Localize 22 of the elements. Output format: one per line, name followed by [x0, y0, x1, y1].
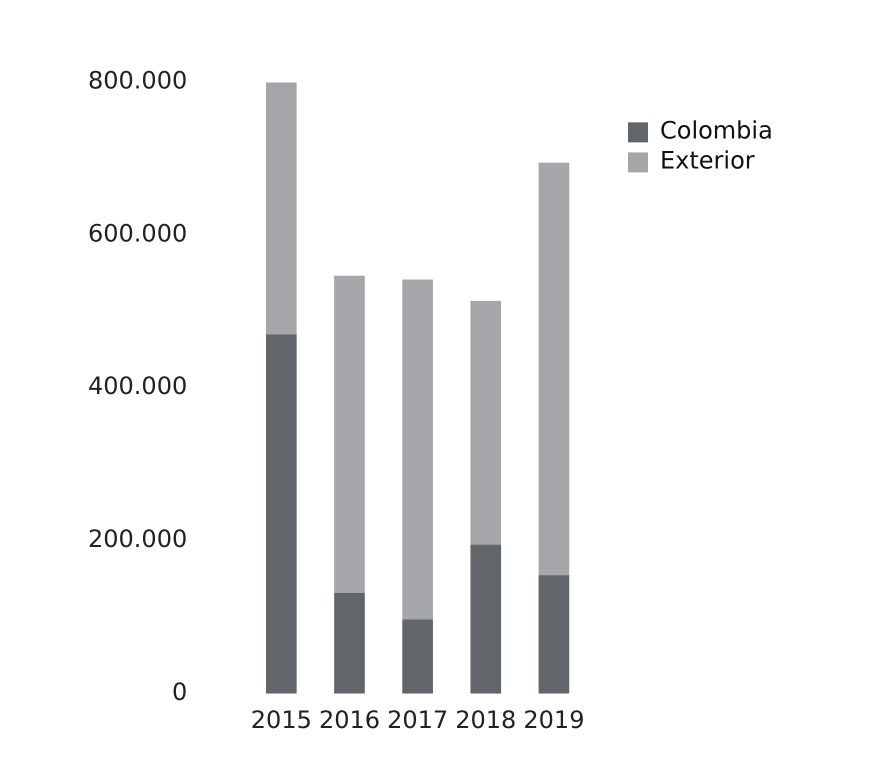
y-tick-label: 200.000 — [88, 525, 188, 554]
legend-label: Colombia — [660, 116, 773, 145]
y-tick-label: 0 — [172, 678, 188, 706]
x-tick-label: 2019 — [523, 706, 584, 734]
bar — [334, 276, 365, 593]
x-tick-label: 2017 — [387, 706, 448, 734]
y-tick-label: 600.000 — [88, 219, 188, 248]
bar — [402, 280, 433, 620]
bar — [402, 619, 433, 694]
y-tick-label: 800.000 — [88, 66, 188, 95]
bar — [470, 300, 502, 545]
x-tick-label: 2016 — [318, 706, 380, 734]
x-tick-label: 2018 — [455, 706, 516, 734]
y-tick-label: 400.000 — [88, 372, 188, 400]
bar — [538, 162, 570, 576]
x-tick-label: 2015 — [250, 706, 312, 734]
bar — [538, 575, 570, 694]
bar — [470, 544, 502, 694]
bar — [266, 82, 297, 335]
legend-label: Exterior — [660, 146, 755, 175]
bar — [334, 592, 365, 694]
bar — [266, 334, 297, 694]
